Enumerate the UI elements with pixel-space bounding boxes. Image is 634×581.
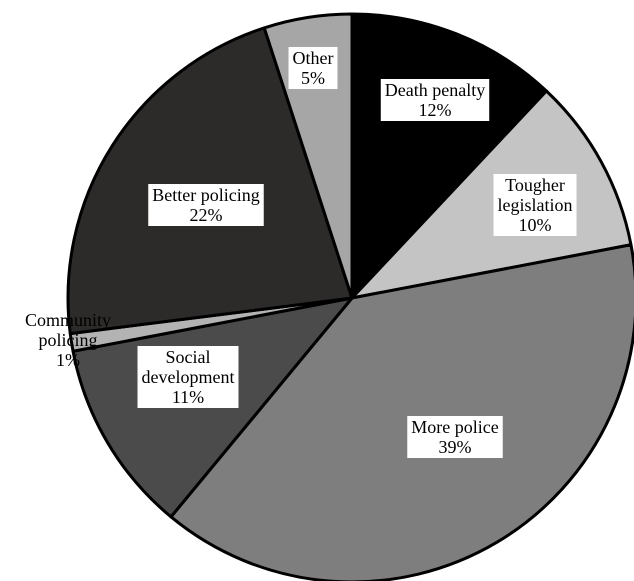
label-box — [137, 346, 239, 408]
slice-category-label: legislation — [498, 195, 573, 215]
slices-layer — [66, 12, 634, 581]
label-box — [380, 79, 490, 121]
pie-slice-more-police — [169, 243, 634, 581]
label-box — [407, 416, 503, 458]
slice-category-label: Tougher — [505, 175, 565, 195]
slice-category-label: development — [142, 367, 235, 387]
slice-value-label: 11% — [172, 387, 204, 407]
slice-value-label: 5% — [301, 68, 325, 88]
slice-value-label: 1% — [56, 350, 80, 370]
slice-category-label: Social — [166, 347, 211, 367]
slice-category-label: Community — [25, 310, 111, 330]
label-box — [493, 174, 577, 236]
slice-category-label: More police — [411, 417, 498, 437]
slice-value-label: 10% — [519, 215, 552, 235]
slice-category-label: Better policing — [152, 185, 259, 205]
label-box — [288, 47, 338, 89]
pie-slice-better-policing — [66, 26, 354, 336]
slice-value-label: 22% — [190, 205, 223, 225]
slice-value-label: 39% — [439, 437, 472, 457]
label-box — [148, 184, 264, 226]
slice-category-label: Death penalty — [385, 80, 485, 100]
slice-category-label: Other — [293, 48, 334, 68]
pie-slice-tougher-legislation — [350, 89, 633, 300]
slice-value-label: 12% — [419, 100, 452, 120]
slice-category-label: policing — [39, 330, 98, 350]
